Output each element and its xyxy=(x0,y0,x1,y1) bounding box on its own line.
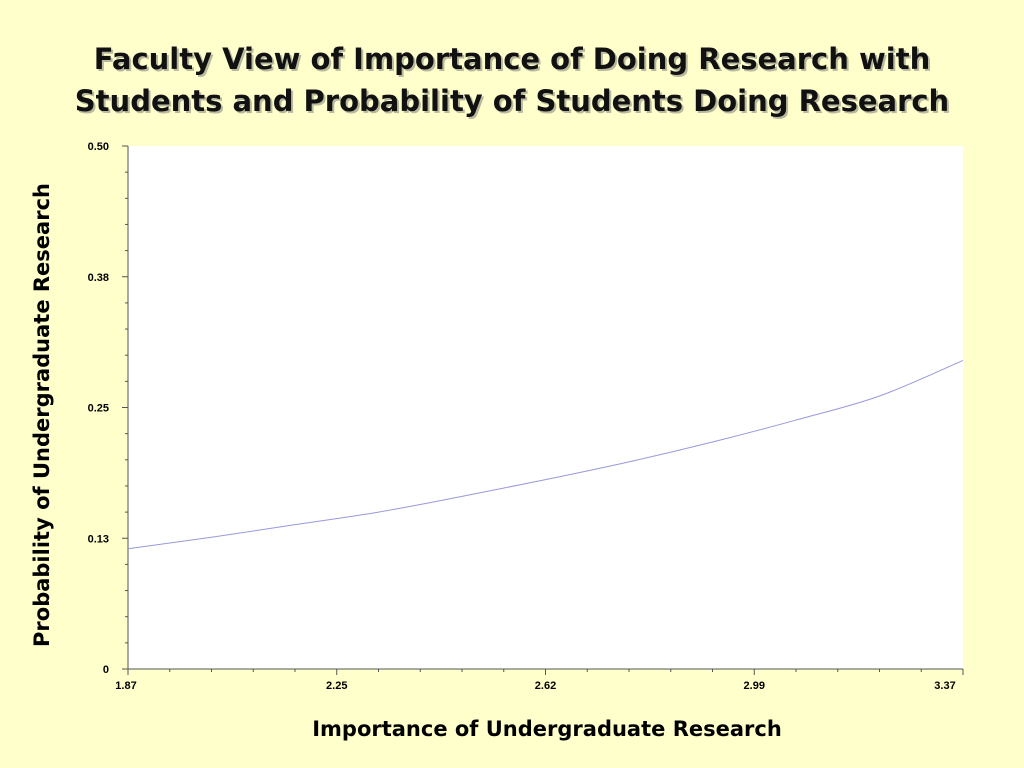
y-tick-label: 0 xyxy=(103,664,109,676)
y-tick-label: 0.38 xyxy=(88,272,109,284)
plot-area xyxy=(128,146,963,669)
x-axis-label: Importance of Undergraduate Research xyxy=(312,717,782,741)
x-tick-label: 2.99 xyxy=(744,680,765,692)
slide-title: Faculty View of Importance of Doing Rese… xyxy=(0,38,1024,122)
y-axis-label: Probability of Undergraduate Research xyxy=(30,183,54,647)
series-line-0 xyxy=(127,359,964,550)
x-tick-label: 2.62 xyxy=(535,680,556,692)
slide-title-line-1: Faculty View of Importance of Doing Rese… xyxy=(93,42,931,76)
x-tick-label: 1.87 xyxy=(115,680,136,692)
x-tick-label: 3.37 xyxy=(934,680,955,692)
y-tick-label: 0.25 xyxy=(88,403,109,415)
slide-title-line-2: Students and Probability of Students Doi… xyxy=(74,84,950,118)
y-tick-label: 0.13 xyxy=(88,533,109,545)
y-tick-label: 0.50 xyxy=(88,141,109,153)
x-tick-label: 2.25 xyxy=(326,680,347,692)
